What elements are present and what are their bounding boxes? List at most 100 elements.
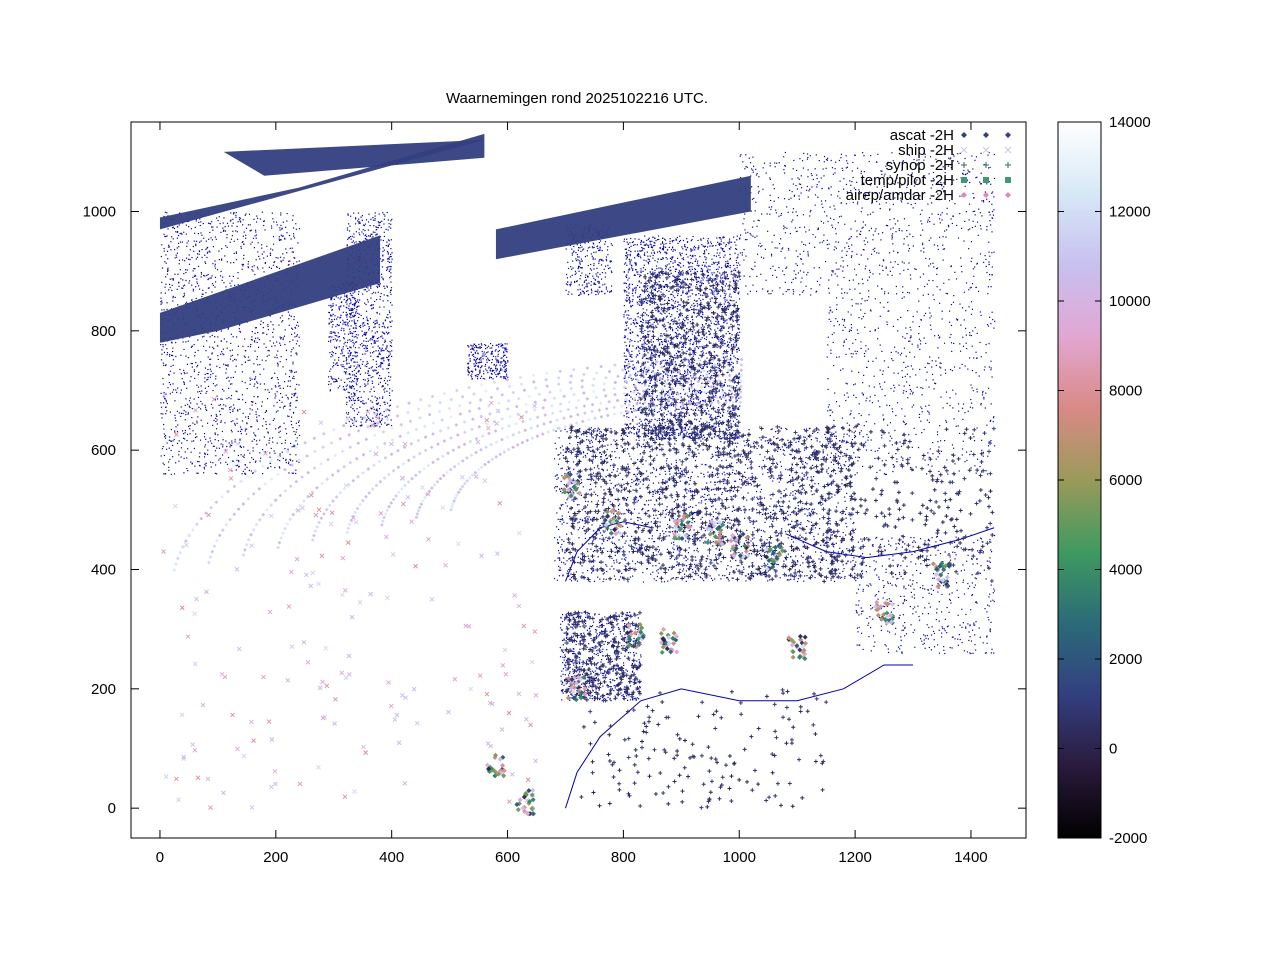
coastline-dot	[373, 350, 375, 353]
coastline-dot	[700, 283, 703, 285]
coastline-dot	[196, 366, 198, 368]
coastline-dot	[387, 244, 389, 246]
coastline-dot	[201, 293, 203, 295]
coastline-dot	[727, 343, 730, 346]
coastline-dot	[376, 286, 379, 289]
coastline-dot	[209, 223, 212, 225]
coastline-dot	[626, 264, 628, 266]
coastline-dot	[288, 263, 290, 266]
coastline-dot	[695, 343, 698, 345]
coastline-dot	[631, 356, 633, 358]
coastline-dot	[667, 390, 670, 392]
coastline-dot	[292, 263, 295, 265]
coastline-dot	[360, 359, 362, 361]
coastline-dot	[372, 336, 374, 338]
coastline-dot	[663, 427, 665, 430]
coastline-dot	[351, 235, 353, 237]
coastline-dot	[387, 313, 389, 316]
coastline-dot	[297, 242, 299, 244]
coastline-dot	[631, 411, 633, 413]
coastline-dot	[375, 409, 377, 411]
coastline-dot	[659, 312, 661, 314]
coastline-dot	[505, 350, 507, 352]
coastline-dot	[670, 316, 672, 318]
coastline-dot	[340, 379, 342, 381]
coastline-dot	[191, 407, 193, 410]
coastline-dot	[628, 292, 630, 294]
coastline-dot	[353, 419, 356, 421]
coastline-dot	[641, 345, 643, 347]
coastline-dot	[710, 404, 712, 406]
coastline-dot	[675, 352, 678, 355]
coastline-dot	[237, 454, 239, 457]
coastline-dot	[357, 320, 359, 322]
coastline-dot	[624, 400, 626, 403]
coastline-dot	[164, 235, 166, 238]
coastline-dot	[696, 330, 698, 332]
coastline-dot	[185, 279, 187, 282]
coastline-dot	[185, 398, 187, 400]
coastline-dot	[200, 273, 203, 275]
coastline-dot	[232, 213, 235, 215]
coastline-dot	[190, 376, 192, 378]
coastline-dot	[257, 364, 259, 366]
coastline-dot	[691, 308, 693, 311]
coastline-dot	[716, 415, 719, 418]
coastline-dot	[638, 346, 640, 349]
coastline-dot	[681, 430, 683, 432]
coastline-dot	[356, 384, 358, 386]
coastline-dot	[676, 308, 679, 310]
coastline-dot	[373, 408, 375, 410]
coastline-dot	[272, 441, 274, 443]
coastline-dot	[654, 259, 656, 262]
coastline-dot	[626, 382, 628, 384]
coastline-dot	[646, 302, 648, 304]
coastline-dot	[197, 364, 199, 366]
coastline-dot	[641, 336, 644, 338]
coastline-dot	[696, 407, 698, 409]
coastline-dot	[210, 370, 212, 372]
coastline-dot	[690, 249, 692, 251]
coastline-dot	[664, 424, 666, 427]
coastline-dot	[254, 337, 257, 339]
coastline-dot	[193, 343, 195, 346]
coastline-dot	[496, 361, 498, 363]
coastline-dot	[495, 375, 498, 378]
coastline-dot	[350, 418, 352, 420]
coastline-dot	[676, 337, 678, 340]
coastline-dot	[739, 264, 741, 266]
coastline-dot	[365, 340, 367, 343]
coastline-dot	[733, 269, 735, 271]
coastline-dot	[211, 352, 213, 354]
coastline-dot	[282, 235, 284, 237]
coastline-dot	[193, 275, 196, 277]
coastline-dot	[354, 341, 357, 343]
coastline-dot	[209, 364, 211, 366]
coastline-dot	[697, 260, 699, 262]
coastline-dot	[378, 414, 381, 416]
coastline-dot	[648, 347, 650, 350]
coastline-dot	[717, 409, 719, 411]
coastline-dot	[659, 342, 661, 344]
coastline-dot	[477, 347, 479, 349]
coastline-dot	[468, 371, 470, 374]
coastline-dot	[210, 415, 212, 417]
coastline-dot	[698, 369, 700, 371]
coastline-dot	[650, 364, 652, 366]
coastline-dot	[237, 277, 239, 279]
coastline-dot	[677, 290, 679, 292]
coastline-dot	[380, 336, 382, 338]
coastline-dot	[382, 357, 384, 359]
coastline-dot	[655, 364, 657, 366]
coastline-dot	[382, 358, 384, 360]
coastline-dot	[380, 412, 382, 414]
coastline-dot	[648, 409, 650, 411]
coastline-dot	[386, 390, 388, 392]
coastline-dot	[387, 364, 389, 366]
coastline-dot	[364, 223, 366, 225]
coastline-dot	[272, 342, 275, 344]
coastline-dot	[263, 343, 265, 345]
coastline-dot	[504, 364, 506, 366]
coastline-dot	[282, 337, 284, 339]
coastline-dot	[687, 272, 689, 274]
